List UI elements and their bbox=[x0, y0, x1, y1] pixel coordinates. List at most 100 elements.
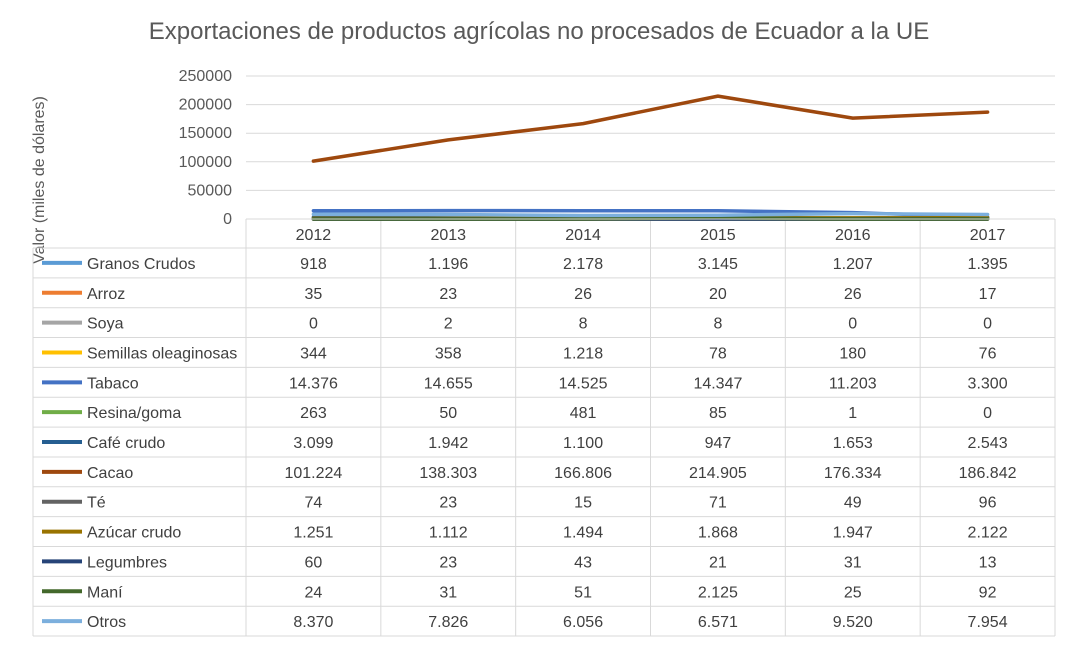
data-label: 7.826 bbox=[428, 614, 468, 631]
data-label: 2 bbox=[444, 316, 453, 333]
data-label: 6.571 bbox=[698, 614, 738, 631]
data-label: 1.868 bbox=[698, 525, 738, 542]
data-label: 947 bbox=[705, 435, 732, 452]
data-label: 9.520 bbox=[833, 614, 873, 631]
data-label: 180 bbox=[839, 345, 866, 362]
data-label: 1.947 bbox=[833, 525, 873, 542]
data-label: 26 bbox=[844, 286, 862, 303]
legend-label: Café crudo bbox=[87, 435, 165, 452]
legend-label: Té bbox=[87, 495, 106, 512]
data-label: 71 bbox=[709, 495, 727, 512]
data-label: 1 bbox=[848, 405, 857, 422]
data-label: 1.251 bbox=[293, 525, 333, 542]
data-label: 263 bbox=[300, 405, 327, 422]
x-tick-label: 2013 bbox=[430, 227, 466, 244]
data-label: 14.655 bbox=[424, 375, 473, 392]
data-label: 0 bbox=[983, 405, 992, 422]
data-label: 1.395 bbox=[968, 256, 1008, 273]
legend-label: Azúcar crudo bbox=[87, 525, 181, 542]
data-label: 24 bbox=[305, 584, 323, 601]
legend-label: Maní bbox=[87, 584, 123, 601]
series-line bbox=[311, 94, 990, 163]
data-label: 176.334 bbox=[824, 465, 882, 482]
data-label: 51 bbox=[574, 584, 592, 601]
data-label: 26 bbox=[574, 286, 592, 303]
data-label: 1.942 bbox=[428, 435, 468, 452]
legend-label: Legumbres bbox=[87, 554, 167, 571]
legend-label: Resina/goma bbox=[87, 405, 181, 422]
x-tick-label: 2015 bbox=[700, 227, 736, 244]
data-label: 20 bbox=[709, 286, 727, 303]
x-tick-label: 2017 bbox=[970, 227, 1006, 244]
data-label: 101.224 bbox=[284, 465, 342, 482]
data-label: 1.218 bbox=[563, 345, 603, 362]
data-label: 2.543 bbox=[968, 435, 1008, 452]
data-label: 1.100 bbox=[563, 435, 603, 452]
data-label: 25 bbox=[844, 584, 862, 601]
legend-label: Otros bbox=[87, 614, 126, 631]
data-label: 31 bbox=[844, 554, 862, 571]
data-label: 23 bbox=[439, 554, 457, 571]
data-label: 1.653 bbox=[833, 435, 873, 452]
data-label: 2.122 bbox=[968, 525, 1008, 542]
data-label: 138.303 bbox=[419, 465, 477, 482]
data-label: 166.806 bbox=[554, 465, 612, 482]
data-label: 92 bbox=[979, 584, 997, 601]
y-tick-label: 100000 bbox=[179, 154, 232, 171]
data-label: 35 bbox=[305, 286, 323, 303]
data-label: 43 bbox=[574, 554, 592, 571]
data-label: 85 bbox=[709, 405, 727, 422]
x-tick-label: 2016 bbox=[835, 227, 871, 244]
data-label: 1.207 bbox=[833, 256, 873, 273]
data-label: 14.347 bbox=[693, 375, 742, 392]
data-label: 3.145 bbox=[698, 256, 738, 273]
data-label: 23 bbox=[439, 495, 457, 512]
data-label: 6.056 bbox=[563, 614, 603, 631]
x-tick-label: 2014 bbox=[565, 227, 601, 244]
data-label: 13 bbox=[979, 554, 997, 571]
data-label: 15 bbox=[574, 495, 592, 512]
data-label: 78 bbox=[709, 345, 727, 362]
data-label: 0 bbox=[848, 316, 857, 333]
data-label: 8 bbox=[579, 316, 588, 333]
y-tick-label: 250000 bbox=[179, 68, 232, 85]
data-label: 23 bbox=[439, 286, 457, 303]
data-label: 74 bbox=[305, 495, 323, 512]
legend-label: Soya bbox=[87, 316, 124, 333]
data-label: 186.842 bbox=[959, 465, 1017, 482]
data-label: 1.494 bbox=[563, 525, 603, 542]
data-label: 358 bbox=[435, 345, 462, 362]
data-label: 8 bbox=[713, 316, 722, 333]
legend-label: Semillas oleaginosas bbox=[87, 345, 237, 362]
legend-label: Granos Crudos bbox=[87, 256, 196, 273]
data-label: 8.370 bbox=[293, 614, 333, 631]
data-label: 3.099 bbox=[293, 435, 333, 452]
data-label: 50 bbox=[439, 405, 457, 422]
data-label: 344 bbox=[300, 345, 327, 362]
data-label: 1.196 bbox=[428, 256, 468, 273]
legend-label: Arroz bbox=[87, 286, 125, 303]
data-label: 96 bbox=[979, 495, 997, 512]
y-tick-label: 50000 bbox=[188, 182, 233, 199]
y-tick-label: 200000 bbox=[179, 97, 232, 114]
data-label: 49 bbox=[844, 495, 862, 512]
data-label: 14.376 bbox=[289, 375, 338, 392]
data-label: 2.178 bbox=[563, 256, 603, 273]
legend-label: Tabaco bbox=[87, 375, 139, 392]
data-label: 31 bbox=[439, 584, 457, 601]
data-label: 481 bbox=[570, 405, 597, 422]
data-label: 17 bbox=[979, 286, 997, 303]
data-label: 11.203 bbox=[829, 375, 877, 392]
data-label: 60 bbox=[305, 554, 323, 571]
data-label: 0 bbox=[309, 316, 318, 333]
data-label: 76 bbox=[979, 345, 997, 362]
y-tick-label: 150000 bbox=[179, 125, 232, 142]
data-label: 2.125 bbox=[698, 584, 738, 601]
chart-title: Exportaciones de productos agrícolas no … bbox=[148, 18, 930, 45]
data-label: 14.525 bbox=[559, 375, 608, 392]
x-tick-label: 2012 bbox=[296, 227, 332, 244]
data-label: 0 bbox=[983, 316, 992, 333]
y-tick-label: 0 bbox=[223, 211, 232, 228]
data-label: 3.300 bbox=[968, 375, 1008, 392]
